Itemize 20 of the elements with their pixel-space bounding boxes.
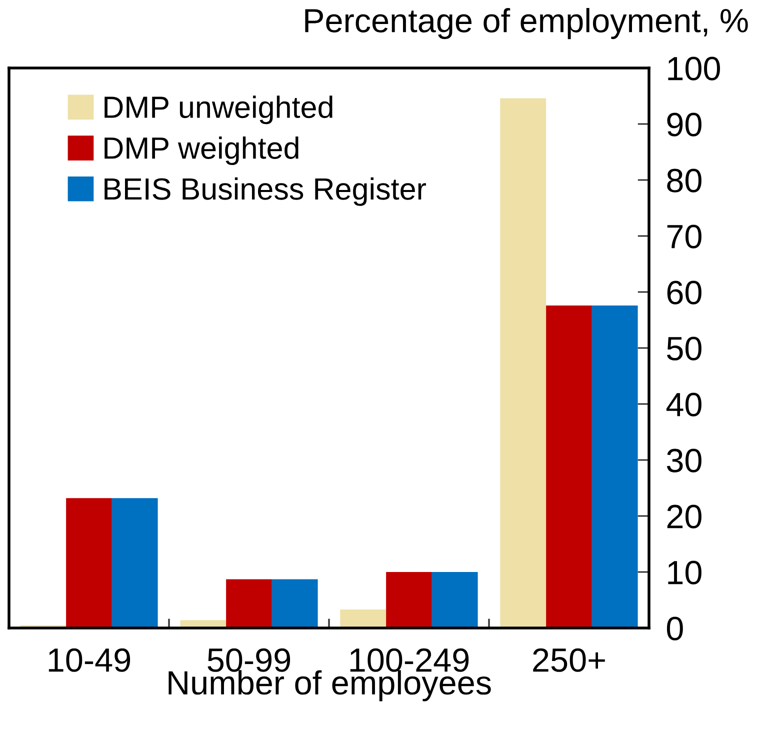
x-axis-title: Number of employees bbox=[168, 670, 491, 702]
x-tick-label: 100-249 bbox=[350, 648, 469, 672]
x-tick-label: 50-99 bbox=[208, 648, 290, 672]
y-tick-label: 40 bbox=[666, 392, 702, 416]
x-tick-label: 250+ bbox=[533, 648, 605, 672]
y-axis-title: Percentage of employment, % bbox=[305, 8, 748, 40]
y-tick-label: 100 bbox=[668, 56, 720, 80]
y-tick-label: 80 bbox=[667, 168, 702, 192]
y-tick-label: 30 bbox=[666, 448, 702, 472]
y-tick-label: 10 bbox=[668, 560, 702, 584]
y-tick-label: 60 bbox=[667, 280, 702, 304]
y-tick-label: 0 bbox=[666, 616, 683, 640]
legend-label: BEIS Business Register bbox=[104, 177, 426, 206]
legend-label: DMP weighted bbox=[104, 136, 298, 166]
legend-label: DMP unweighted bbox=[104, 96, 332, 124]
y-tick-label: 90 bbox=[667, 112, 702, 136]
y-tick-label: 20 bbox=[667, 504, 702, 528]
y-tick-label: 70 bbox=[667, 224, 702, 248]
x-tick-label: 10-49 bbox=[48, 648, 130, 672]
y-tick-label: 50 bbox=[667, 336, 702, 360]
